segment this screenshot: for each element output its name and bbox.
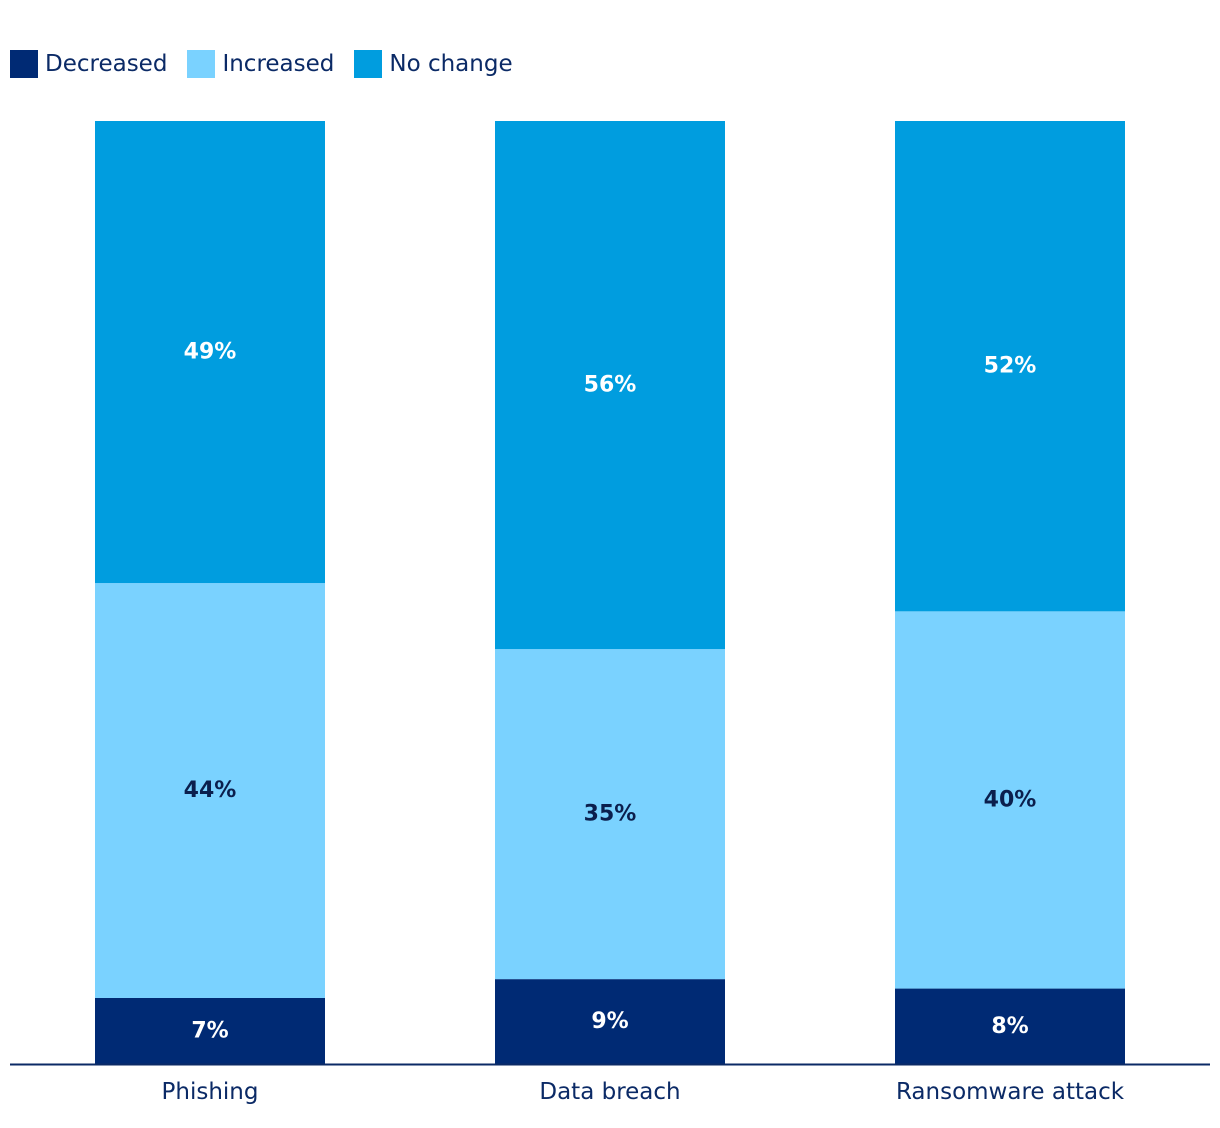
bar-phishing-increased xyxy=(95,583,325,998)
bar-ransomware-attack-no-change xyxy=(895,121,1125,612)
legend-item-increased: Increased xyxy=(187,50,334,78)
data-label-phishing-increased: 44% xyxy=(184,778,237,803)
x-tick-label-ransomware-attack: Ransomware attack xyxy=(896,1079,1125,1105)
data-label-ransomware-attack-increased: 40% xyxy=(984,787,1037,812)
legend-swatch-no-change xyxy=(354,50,383,78)
data-label-phishing-decreased: 7% xyxy=(191,1018,228,1043)
legend-swatch-increased xyxy=(187,50,216,78)
data-label-data-breach-decreased: 9% xyxy=(591,1009,628,1034)
bar-data-breach-increased xyxy=(495,649,725,980)
x-tick-label-data-breach: Data breach xyxy=(539,1079,680,1105)
legend-item-decreased: Decreased xyxy=(10,50,167,78)
legend: Decreased Increased No change xyxy=(10,49,533,79)
x-tick-label-phishing: Phishing xyxy=(162,1079,259,1105)
legend-label-decreased: Decreased xyxy=(45,51,168,77)
bar-data-breach-decreased xyxy=(495,979,725,1064)
legend-label-no-change: No change xyxy=(389,51,513,77)
bar-ransomware-attack-decreased xyxy=(895,988,1125,1064)
legend-swatch-decreased xyxy=(10,50,38,78)
legend-label-increased: Increased xyxy=(222,51,335,77)
bar-ransomware-attack-increased xyxy=(895,611,1125,989)
bar-phishing-decreased xyxy=(95,997,325,1064)
legend-item-no-change: No change xyxy=(354,50,513,78)
data-label-ransomware-attack-no-change: 52% xyxy=(984,354,1037,379)
bar-phishing-no-change xyxy=(95,121,325,584)
data-label-phishing-no-change: 49% xyxy=(184,340,237,365)
data-label-data-breach-no-change: 56% xyxy=(584,373,637,398)
data-label-data-breach-increased: 35% xyxy=(584,802,637,827)
bar-data-breach-no-change xyxy=(495,121,725,650)
data-label-ransomware-attack-decreased: 8% xyxy=(991,1014,1028,1039)
